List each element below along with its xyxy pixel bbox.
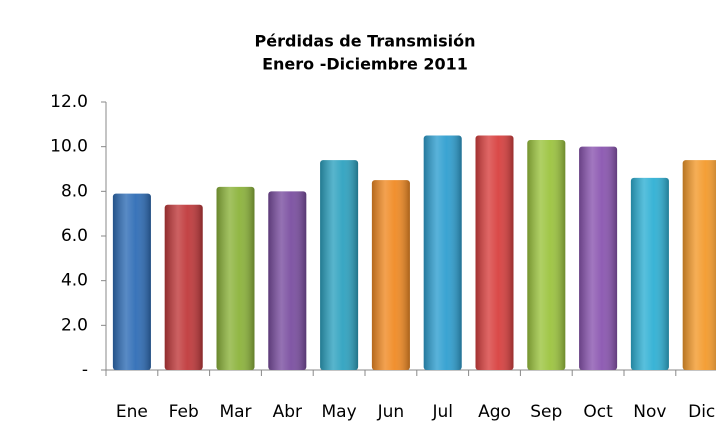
bar-shine	[320, 160, 359, 370]
x-tick-label: May	[322, 402, 357, 422]
bar-shine	[475, 135, 514, 370]
bar-shine	[579, 146, 618, 370]
x-tick-label: Oct	[583, 402, 613, 422]
bar-shine	[423, 135, 462, 370]
chart-title: Pérdidas de Transmisión	[255, 32, 476, 51]
bar-shine	[268, 191, 307, 370]
y-tick-label: 2.0	[61, 315, 88, 335]
bar-shine	[630, 177, 669, 370]
y-tick-label: 10.0	[50, 137, 88, 157]
x-tick-label: Jun	[377, 402, 405, 422]
x-tick-label: Ago	[478, 402, 511, 422]
y-tick-label: 6.0	[61, 226, 88, 246]
y-tick-label: 4.0	[61, 271, 88, 291]
x-tick-label: Sep	[530, 402, 562, 422]
x-tick-label: Ene	[116, 402, 148, 422]
bar-shine	[371, 180, 410, 370]
bar-shine	[682, 160, 716, 370]
bar-shine	[112, 193, 151, 370]
bar-shine	[216, 186, 255, 370]
y-tick-label: 12.0	[50, 92, 88, 112]
x-tick-label: Abr	[273, 402, 302, 422]
bar-shine	[527, 139, 566, 370]
x-tick-label: Jul	[431, 402, 453, 422]
x-tick-label: Dic	[688, 402, 715, 422]
x-tick-label: Nov	[633, 402, 666, 422]
chart-subtitle: Enero -Diciembre 2011	[262, 55, 468, 74]
y-tick-label: 8.0	[61, 181, 88, 201]
x-tick-label: Feb	[169, 402, 199, 422]
bar-shine	[164, 204, 203, 370]
x-tick-label: Mar	[219, 402, 251, 422]
y-tick-label: -	[82, 360, 88, 380]
